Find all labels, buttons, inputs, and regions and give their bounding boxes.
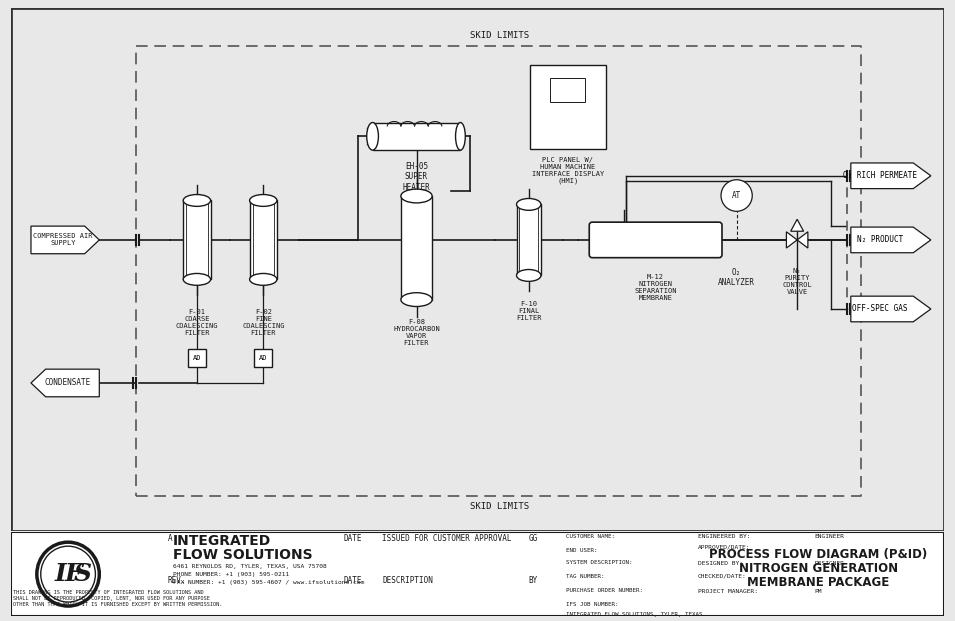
Text: PM: PM — [815, 589, 822, 594]
Bar — [252, 204, 274, 276]
Circle shape — [41, 546, 96, 602]
Text: F-10
FINAL
FILTER: F-10 FINAL FILTER — [516, 301, 541, 321]
Polygon shape — [791, 219, 803, 231]
Text: ENGINEERED BY:: ENGINEERED BY: — [697, 534, 750, 539]
Polygon shape — [31, 226, 99, 254]
Bar — [372, 122, 460, 150]
Ellipse shape — [401, 189, 432, 203]
Text: CUSTOMER NAME:: CUSTOMER NAME: — [565, 534, 615, 539]
Ellipse shape — [517, 270, 541, 281]
Text: SKID LIMITS: SKID LIMITS — [470, 31, 529, 40]
Text: SKID LIMITS: SKID LIMITS — [470, 502, 529, 511]
Text: END USER:: END USER: — [565, 548, 597, 553]
Text: FAX NUMBER: +1 (903) 595-4607 / www.ifsolutions.com: FAX NUMBER: +1 (903) 595-4607 / www.ifso… — [173, 580, 364, 585]
Text: TAG NUMBER:: TAG NUMBER: — [565, 574, 605, 579]
Text: OFF-SPEC GAS: OFF-SPEC GAS — [852, 304, 907, 314]
Text: AD: AD — [193, 355, 202, 361]
Text: 6461 REYNOLDS RD, TYLER, TEXAS, USA 75708: 6461 REYNOLDS RD, TYLER, TEXAS, USA 7570… — [173, 564, 327, 569]
Text: F: F — [64, 562, 82, 586]
Text: DATE: DATE — [343, 576, 362, 585]
Text: COMPRESSED AIR
SUPPLY: COMPRESSED AIR SUPPLY — [33, 233, 93, 247]
Bar — [520, 207, 538, 273]
Text: N₂
PURITY
CONTROL
VALVE: N₂ PURITY CONTROL VALVE — [782, 268, 812, 294]
Text: S: S — [74, 562, 92, 586]
Bar — [188, 350, 205, 367]
Text: O₂ RICH PERMEATE: O₂ RICH PERMEATE — [842, 171, 917, 180]
Polygon shape — [31, 369, 99, 397]
Text: F-08
HYDROCARBON
VAPOR
FILTER: F-08 HYDROCARBON VAPOR FILTER — [393, 319, 440, 346]
Polygon shape — [851, 296, 931, 322]
Ellipse shape — [456, 122, 465, 150]
Text: I: I — [54, 562, 66, 586]
Text: BY: BY — [529, 576, 538, 585]
Polygon shape — [851, 163, 931, 189]
Text: ISSUED FOR CUSTOMER APPROVAL: ISSUED FOR CUSTOMER APPROVAL — [382, 534, 512, 543]
Text: DESIGNER: DESIGNER — [815, 561, 845, 566]
Bar — [530, 65, 605, 148]
Text: PHONE NUMBER: +1 (903) 595-0211: PHONE NUMBER: +1 (903) 595-0211 — [173, 572, 288, 577]
Text: FLOW SOLUTIONS: FLOW SOLUTIONS — [173, 548, 312, 562]
Text: PROJECT MANAGER:: PROJECT MANAGER: — [697, 589, 757, 594]
Text: PLC PANEL W/
HUMAN MACHINE
INTERFACE DISPLAY
(HMI): PLC PANEL W/ HUMAN MACHINE INTERFACE DIS… — [532, 156, 604, 184]
Bar — [183, 201, 210, 279]
Text: NITROGEN GENERATION: NITROGEN GENERATION — [739, 562, 898, 575]
Polygon shape — [786, 232, 797, 248]
Bar — [517, 204, 541, 276]
Bar — [186, 204, 207, 276]
Text: PROCESS FLOW DIAGRAM (P&ID): PROCESS FLOW DIAGRAM (P&ID) — [710, 548, 927, 561]
Bar — [401, 196, 432, 299]
Circle shape — [37, 542, 99, 606]
Text: DATE: DATE — [343, 534, 362, 543]
FancyBboxPatch shape — [589, 222, 722, 258]
Text: INTEGRATED FLOW SOLUTIONS, TYLER, TEXAS: INTEGRATED FLOW SOLUTIONS, TYLER, TEXAS — [565, 612, 702, 617]
Polygon shape — [797, 232, 808, 248]
Bar — [254, 350, 272, 367]
Text: O₂
ANALYZER: O₂ ANALYZER — [718, 268, 755, 287]
Ellipse shape — [517, 199, 541, 211]
Text: APPROVED/DATE:: APPROVED/DATE: — [697, 544, 750, 549]
Text: CONDENSATE: CONDENSATE — [45, 378, 91, 388]
Text: M-12
NITROGEN
SEPARATION
MEMBRANE: M-12 NITROGEN SEPARATION MEMBRANE — [634, 274, 677, 301]
Ellipse shape — [183, 273, 210, 285]
Text: A: A — [168, 534, 172, 543]
Text: DESCRIPTION: DESCRIPTION — [382, 576, 434, 585]
Text: N₂ PRODUCT: N₂ PRODUCT — [857, 235, 902, 245]
Text: ENGINEER: ENGINEER — [815, 534, 845, 539]
Text: CHECKED/DATE:: CHECKED/DATE: — [697, 573, 747, 578]
Text: REV.: REV. — [168, 576, 186, 585]
Text: F-02
FINE
COALESCING
FILTER: F-02 FINE COALESCING FILTER — [242, 309, 285, 336]
Ellipse shape — [401, 292, 432, 307]
Text: INTEGRATED: INTEGRATED — [173, 534, 271, 548]
Text: AT: AT — [732, 191, 741, 200]
Ellipse shape — [249, 194, 277, 206]
Ellipse shape — [367, 122, 378, 150]
Circle shape — [721, 179, 753, 211]
Text: MEMBRANE PACKAGE: MEMBRANE PACKAGE — [748, 576, 890, 589]
Bar — [249, 201, 277, 279]
Text: F-01
COARSE
COALESCING
FILTER: F-01 COARSE COALESCING FILTER — [176, 309, 218, 336]
Text: IFS JOB NUMBER:: IFS JOB NUMBER: — [565, 602, 618, 607]
Ellipse shape — [183, 194, 210, 206]
Text: AD: AD — [259, 355, 267, 361]
Text: SYSTEM DESCRIPTION:: SYSTEM DESCRIPTION: — [565, 560, 632, 565]
Polygon shape — [851, 227, 931, 253]
Text: DESIGNED BY:: DESIGNED BY: — [697, 561, 743, 566]
Text: GG: GG — [529, 534, 538, 543]
Text: EH-05
SUPER
HEATER: EH-05 SUPER HEATER — [403, 162, 431, 192]
Ellipse shape — [249, 273, 277, 285]
Text: PURCHASE ORDER NUMBER:: PURCHASE ORDER NUMBER: — [565, 588, 643, 593]
Bar — [550, 78, 585, 102]
Text: THIS DRAWING IS THE PROPERTY OF INTEGRATED FLOW SOLUTIONS AND
SHALL NOT BE REPRO: THIS DRAWING IS THE PROPERTY OF INTEGRAT… — [13, 590, 223, 607]
